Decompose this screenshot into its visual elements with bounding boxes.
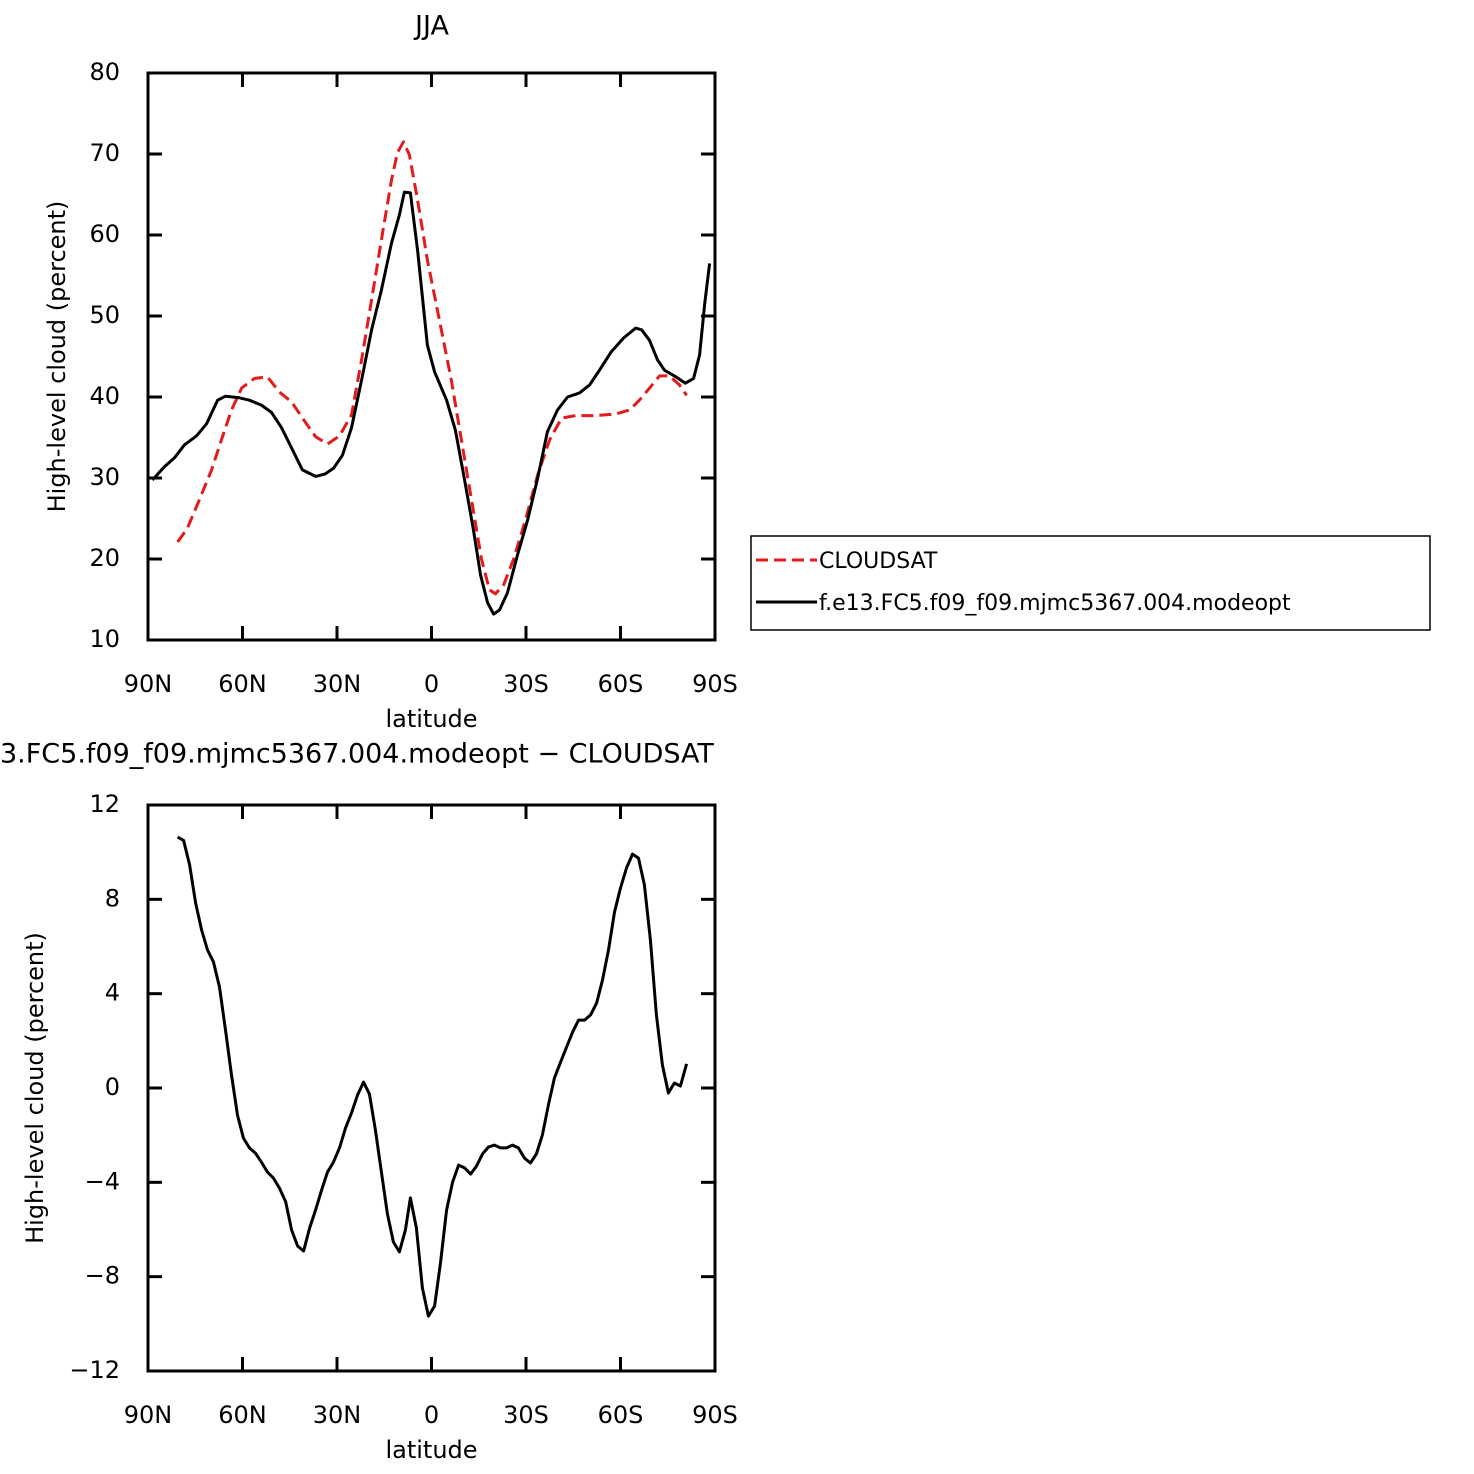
y-axis-label: High-level cloud (percent) — [21, 932, 49, 1244]
y-tick-label: −8 — [85, 1262, 120, 1290]
y-tick-label: −12 — [69, 1356, 120, 1384]
legend-label: f.e13.FC5.f09_f09.mjmc5367.004.modeopt — [819, 591, 1291, 616]
y-tick-label: 12 — [89, 790, 120, 818]
x-tick-label: 90S — [692, 1401, 738, 1429]
x-tick-label: 60S — [598, 1401, 644, 1429]
x-tick-label: 30N — [313, 1401, 362, 1429]
x-tick-label: 90S — [692, 670, 738, 698]
chart-title: JJA — [413, 11, 449, 42]
series-line — [176, 140, 688, 596]
legend-box — [750, 535, 1431, 631]
chart-title: 3.FC5.f09_f09.mjmc5367.004.modeopt − CLO… — [0, 739, 714, 770]
x-tick-label: 30N — [313, 670, 362, 698]
x-axis-label: latitude — [385, 1436, 477, 1464]
x-tick-label: 60N — [218, 670, 267, 698]
y-tick-label: 50 — [89, 301, 120, 329]
y-tick-label: 40 — [89, 382, 120, 410]
y-tick-label: 20 — [89, 544, 120, 572]
legend-label: CLOUDSAT — [819, 549, 938, 574]
y-tick-label: 8 — [105, 884, 120, 912]
x-tick-label: 30S — [503, 1401, 549, 1429]
y-tick-label: 70 — [89, 139, 120, 167]
x-tick-label: 30S — [503, 670, 549, 698]
x-tick-label: 90N — [124, 670, 173, 698]
y-tick-label: 80 — [89, 58, 120, 86]
y-tick-label: 10 — [89, 625, 120, 653]
x-tick-label: 0 — [424, 670, 439, 698]
y-tick-label: 30 — [89, 463, 120, 491]
series-line — [176, 835, 689, 1318]
y-tick-label: 4 — [105, 979, 120, 1007]
x-tick-label: 90N — [124, 1401, 173, 1429]
y-tick-label: −4 — [85, 1167, 120, 1195]
x-tick-label: 60N — [218, 1401, 267, 1429]
x-tick-label: 0 — [424, 1401, 439, 1429]
x-axis-label: latitude — [385, 705, 477, 733]
x-tick-label: 60S — [598, 670, 644, 698]
series-line — [151, 190, 712, 616]
y-tick-label: 60 — [89, 220, 120, 248]
y-tick-label: 0 — [105, 1073, 120, 1101]
y-axis-label: High-level cloud (percent) — [43, 201, 71, 513]
